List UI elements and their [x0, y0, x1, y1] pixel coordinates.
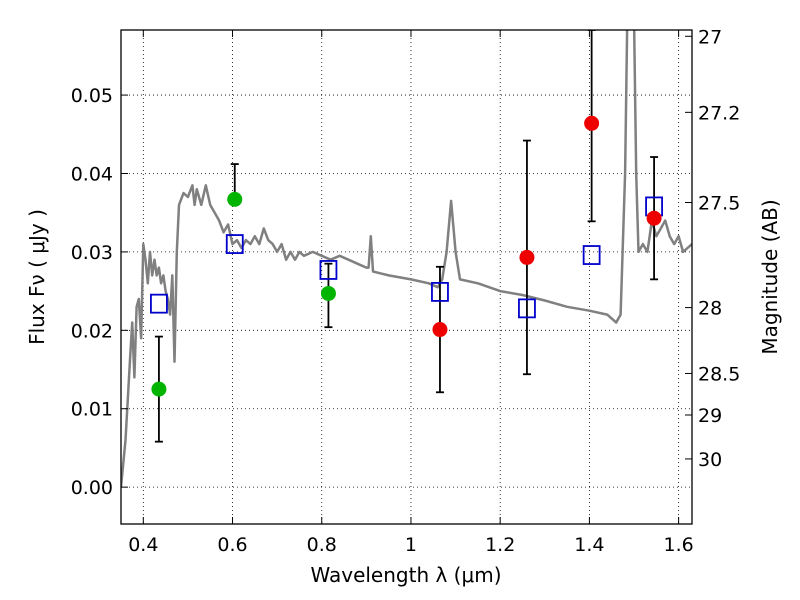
- green-point: [320, 285, 336, 301]
- model-square-marker: [582, 245, 601, 265]
- red-point: [432, 322, 448, 338]
- y2-tick-label: 27.2: [698, 102, 740, 124]
- y-tick-label: 0.02: [71, 320, 113, 342]
- y2-tick-label: 27: [698, 26, 722, 48]
- y2-tick-label: 29: [698, 405, 722, 427]
- x-tick-label: 0.8: [307, 534, 337, 556]
- y-tick-label: 0.00: [71, 477, 113, 499]
- red-point: [584, 115, 600, 131]
- x-tick-label: 1: [405, 534, 417, 556]
- x-axis-title: Wavelength λ (μm): [310, 563, 501, 587]
- x-tick-label: 1.4: [574, 534, 604, 556]
- model-square-marker: [431, 281, 449, 302]
- model-square-marker: [150, 293, 168, 314]
- red-point: [519, 249, 535, 265]
- y2-tick-label: 30: [698, 449, 722, 471]
- green-point: [151, 381, 167, 397]
- y2-tick-label: 28: [698, 298, 722, 320]
- model-square-marker: [518, 298, 536, 319]
- axes: 0.4 0.6 0.8 1 1.2 1.4 1.6 0.00 0.01 0.02 0.03 0.04 0…: [71, 26, 741, 556]
- red-point: [646, 210, 662, 226]
- y-tick-label: 0.05: [71, 85, 113, 107]
- x-tick-label: 1.2: [485, 534, 515, 556]
- y2-tick-label: 28.5: [698, 363, 740, 385]
- x-tick-label: 0.4: [128, 534, 158, 556]
- y-axis-title: Flux Fν ( μJy ): [25, 209, 49, 345]
- plot-frame: [120, 29, 693, 525]
- green-point: [227, 191, 243, 207]
- y2-tick-label: 27.5: [698, 193, 740, 215]
- plot-area: [121, 30, 692, 488]
- model-square-marker: [225, 234, 244, 254]
- y-tick-label: 0.03: [71, 242, 113, 264]
- y2-axis-title: Magnitude (AB): [758, 199, 782, 354]
- spectrum-line: [121, 30, 692, 488]
- x-tick-label: 1.6: [664, 534, 694, 556]
- model-square-marker: [319, 260, 338, 280]
- x-tick-label: 0.6: [217, 534, 247, 556]
- y-tick-label: 0.01: [71, 399, 113, 421]
- y-tick-label: 0.04: [71, 163, 113, 185]
